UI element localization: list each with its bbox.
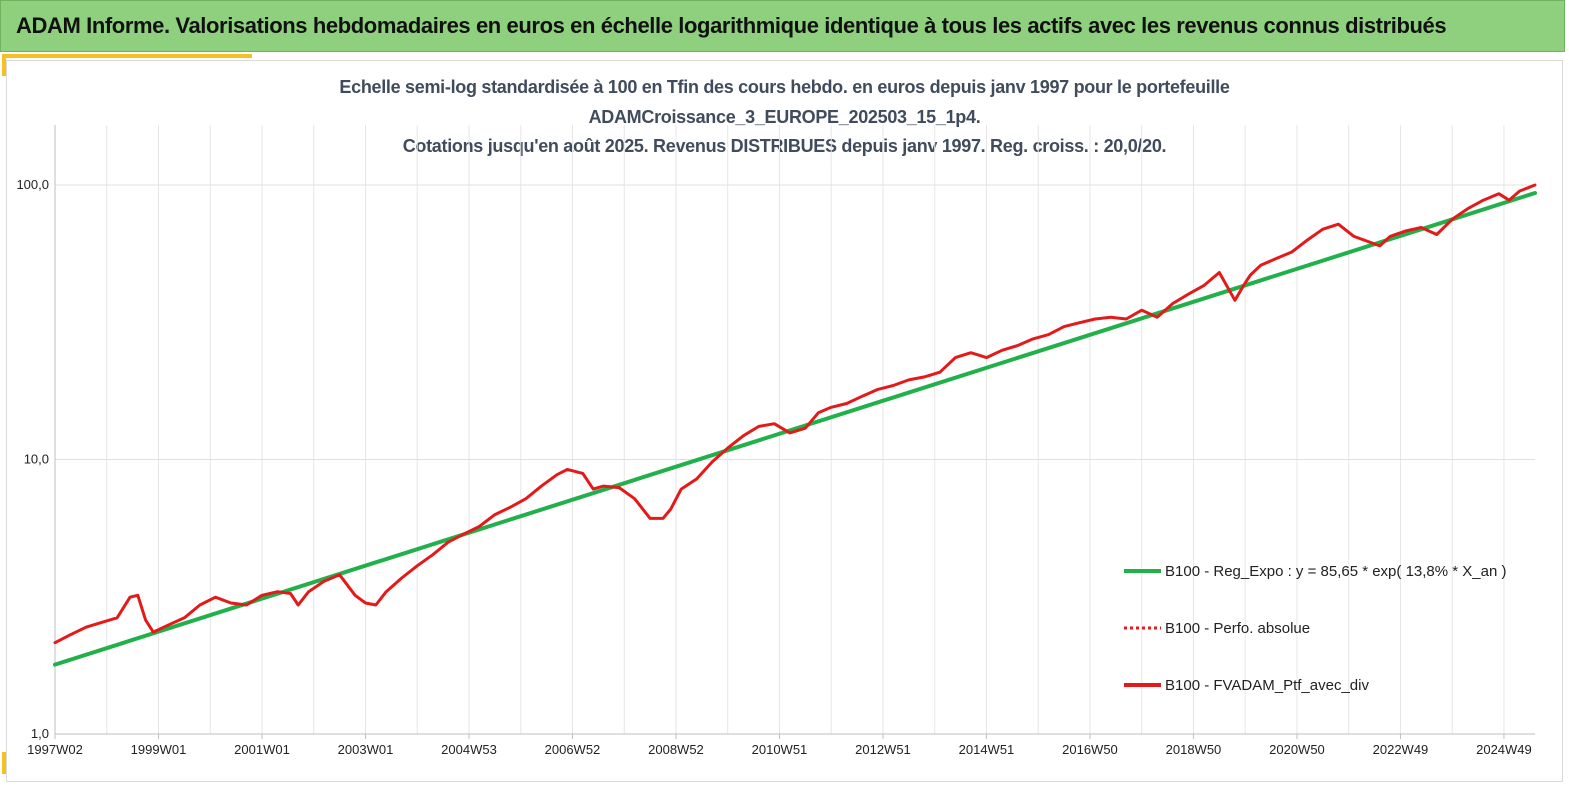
x-tick-label: 1999W01 [131, 742, 187, 757]
x-tick-label: 2008W52 [648, 742, 704, 757]
y-tick-label: 1,0 [31, 726, 49, 741]
chart-series [53, 183, 1537, 667]
x-tick-label: 2018W50 [1166, 742, 1222, 757]
chart-legend: B100 - Reg_Expo : y = 85,65 * exp( 13,8%… [1124, 563, 1506, 694]
page-title: ADAM Informe. Valorisations hebdomadaire… [16, 13, 1447, 38]
legend-label-2: B100 - Perfo. absolue [1165, 620, 1310, 637]
legend-label-3: B100 - FVADAM_Ptf_avec_div [1165, 677, 1369, 694]
x-tick-label: 2024W49 [1476, 742, 1532, 757]
x-tick-label: 2004W53 [441, 742, 497, 757]
chart-grid [54, 125, 1535, 735]
accent-bar-bottom-left [2, 752, 6, 774]
chart-frame [6, 60, 1563, 782]
legend-label-1: B100 - Reg_Expo : y = 85,65 * exp( 13,8%… [1165, 563, 1506, 580]
x-tick-label: 2022W49 [1373, 742, 1429, 757]
chart-title-line-3: Cotations jusqu'en août 2025. Revenus DI… [402, 136, 1167, 156]
accent-bar-left [2, 54, 6, 76]
y-tick-label: 100,0 [16, 177, 49, 192]
series-line-3 [53, 183, 1537, 645]
chart-axes: 1,0 10,0 100,0 1997W02 1999W01 2001W01 2003W01… [16, 125, 1535, 757]
x-tick-label: 2016W50 [1062, 742, 1118, 757]
chart-title-line-2: ADAMCroissance_3_EUROPE_202503_15_1p4. [588, 107, 981, 127]
x-tick-label: 2014W51 [959, 742, 1015, 757]
x-tick-label: 2001W01 [234, 742, 290, 757]
x-tick-label: 1997W02 [27, 742, 83, 757]
x-tick-label: 2020W50 [1269, 742, 1325, 757]
y-tick-label: 10,0 [24, 452, 49, 467]
header-banner: ADAM Informe. Valorisations hebdomadaire… [0, 0, 1565, 52]
accent-bar-top [2, 54, 252, 58]
series-line-1 [53, 191, 1537, 667]
x-tick-label: 2006W52 [545, 742, 601, 757]
x-tick-label: 2003W01 [338, 742, 394, 757]
x-tick-label: 2010W51 [752, 742, 808, 757]
x-tick-label: 2012W51 [855, 742, 911, 757]
chart-title-line-1: Echelle semi-log standardisée à 100 en T… [339, 77, 1230, 97]
